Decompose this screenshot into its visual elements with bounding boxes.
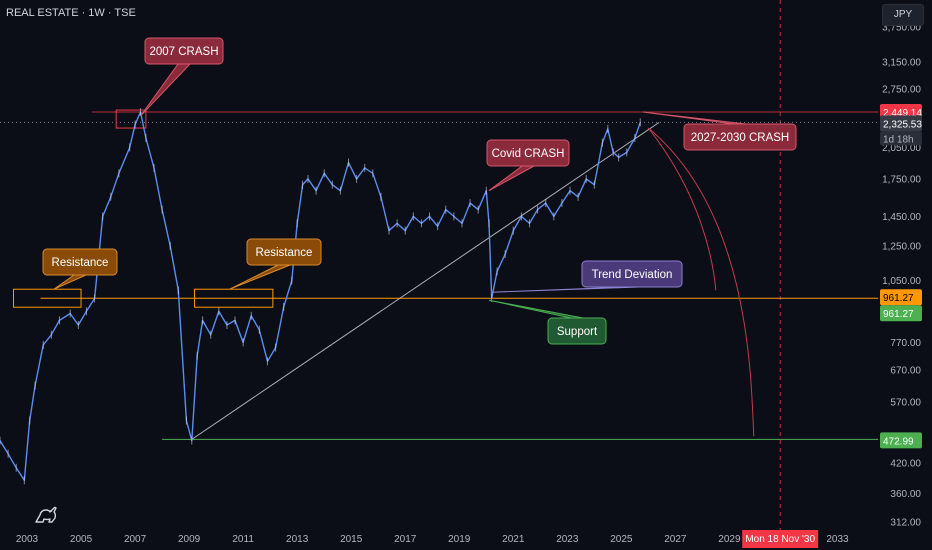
y-tick-label: 2,750.00 [882, 84, 921, 95]
resistance-zone-box [194, 288, 274, 308]
countdown-badge-bg [880, 131, 922, 146]
callout-label: Support [557, 326, 598, 338]
level-badge: 472.99 [883, 436, 914, 447]
callout-box [683, 123, 797, 151]
y-tick-label: 360.00 [890, 489, 921, 500]
x-tick-label: 2019 [448, 534, 471, 545]
x-tick-label: 2021 [502, 534, 525, 545]
y-tick-label: 2,050.00 [882, 143, 921, 154]
callout-label: Trend Deviation [592, 269, 673, 281]
callout-label: Resistance [256, 247, 313, 259]
level-badge-bg [880, 305, 922, 322]
y-tick-label: 1,750.00 [882, 174, 921, 185]
trendline [191, 121, 660, 440]
x-tick-label: 2007 [124, 534, 147, 545]
callout-label: 2027-2030 CRASH [691, 132, 789, 144]
tradingview-logo-icon[interactable] [34, 502, 60, 526]
callout-box [144, 37, 224, 65]
x-tick-label: 2027 [664, 534, 687, 545]
symbol-title: REAL ESTATE · 1W · TSE [6, 7, 136, 19]
x-tick-label: 2023 [556, 534, 579, 545]
projection-arrow [647, 127, 717, 291]
countdown-badge: 1d 18h [883, 134, 914, 145]
x-tick-label: 2003 [16, 534, 39, 545]
level-badge: 2,449.14 [883, 108, 922, 119]
x-tick-label: 2005 [70, 534, 93, 545]
callout-box [42, 248, 118, 276]
level-badge-bg [880, 289, 922, 306]
x-tick-label: 2013 [286, 534, 309, 545]
callout-box [547, 317, 607, 345]
currency-button[interactable]: JPY [882, 4, 924, 26]
last-price-badge-bg [880, 115, 922, 132]
peak-zone-box [115, 109, 147, 129]
callout-box [581, 260, 683, 288]
price-series-line [0, 111, 641, 481]
callout-label: 2007 CRASH [149, 46, 218, 58]
y-tick-label: 1,250.00 [882, 241, 921, 252]
callout-box [246, 238, 322, 266]
y-tick-label: 3,750.00 [882, 23, 921, 34]
y-tick-label: 570.00 [890, 398, 921, 409]
callout-label: Resistance [52, 257, 109, 269]
x-tick-label: 2015 [340, 534, 363, 545]
level-badge: 961.27 [883, 309, 914, 320]
date-marker-badge: Mon 18 Nov '30 [745, 534, 815, 545]
resistance-zone-box [13, 288, 82, 308]
y-tick-label: 3,150.00 [882, 57, 921, 68]
x-tick-label: 2025 [610, 534, 633, 545]
callout-label: Covid CRASH [492, 148, 565, 160]
y-tick-label: 770.00 [890, 338, 921, 349]
y-tick-label: 312.00 [890, 518, 921, 529]
level-badge: 961.27 [883, 293, 914, 304]
y-tick-label: 1,050.00 [882, 276, 921, 287]
x-tick-label: 2029 [718, 534, 741, 545]
x-tick-label: 2011 [232, 534, 254, 545]
y-tick-label: 420.00 [890, 459, 921, 470]
x-tick-label: 2033 [826, 534, 849, 545]
y-tick-label: 1,450.00 [882, 212, 921, 223]
callout-box [486, 139, 570, 167]
x-tick-label: 2017 [394, 534, 417, 545]
projection-arrow [648, 127, 755, 437]
level-badge-bg [880, 432, 922, 449]
y-tick-label: 670.00 [890, 366, 921, 377]
x-tick-label: 2009 [178, 534, 201, 545]
date-marker-badge-bg [742, 530, 819, 548]
last-price-badge: 2,325.53 [883, 119, 922, 130]
